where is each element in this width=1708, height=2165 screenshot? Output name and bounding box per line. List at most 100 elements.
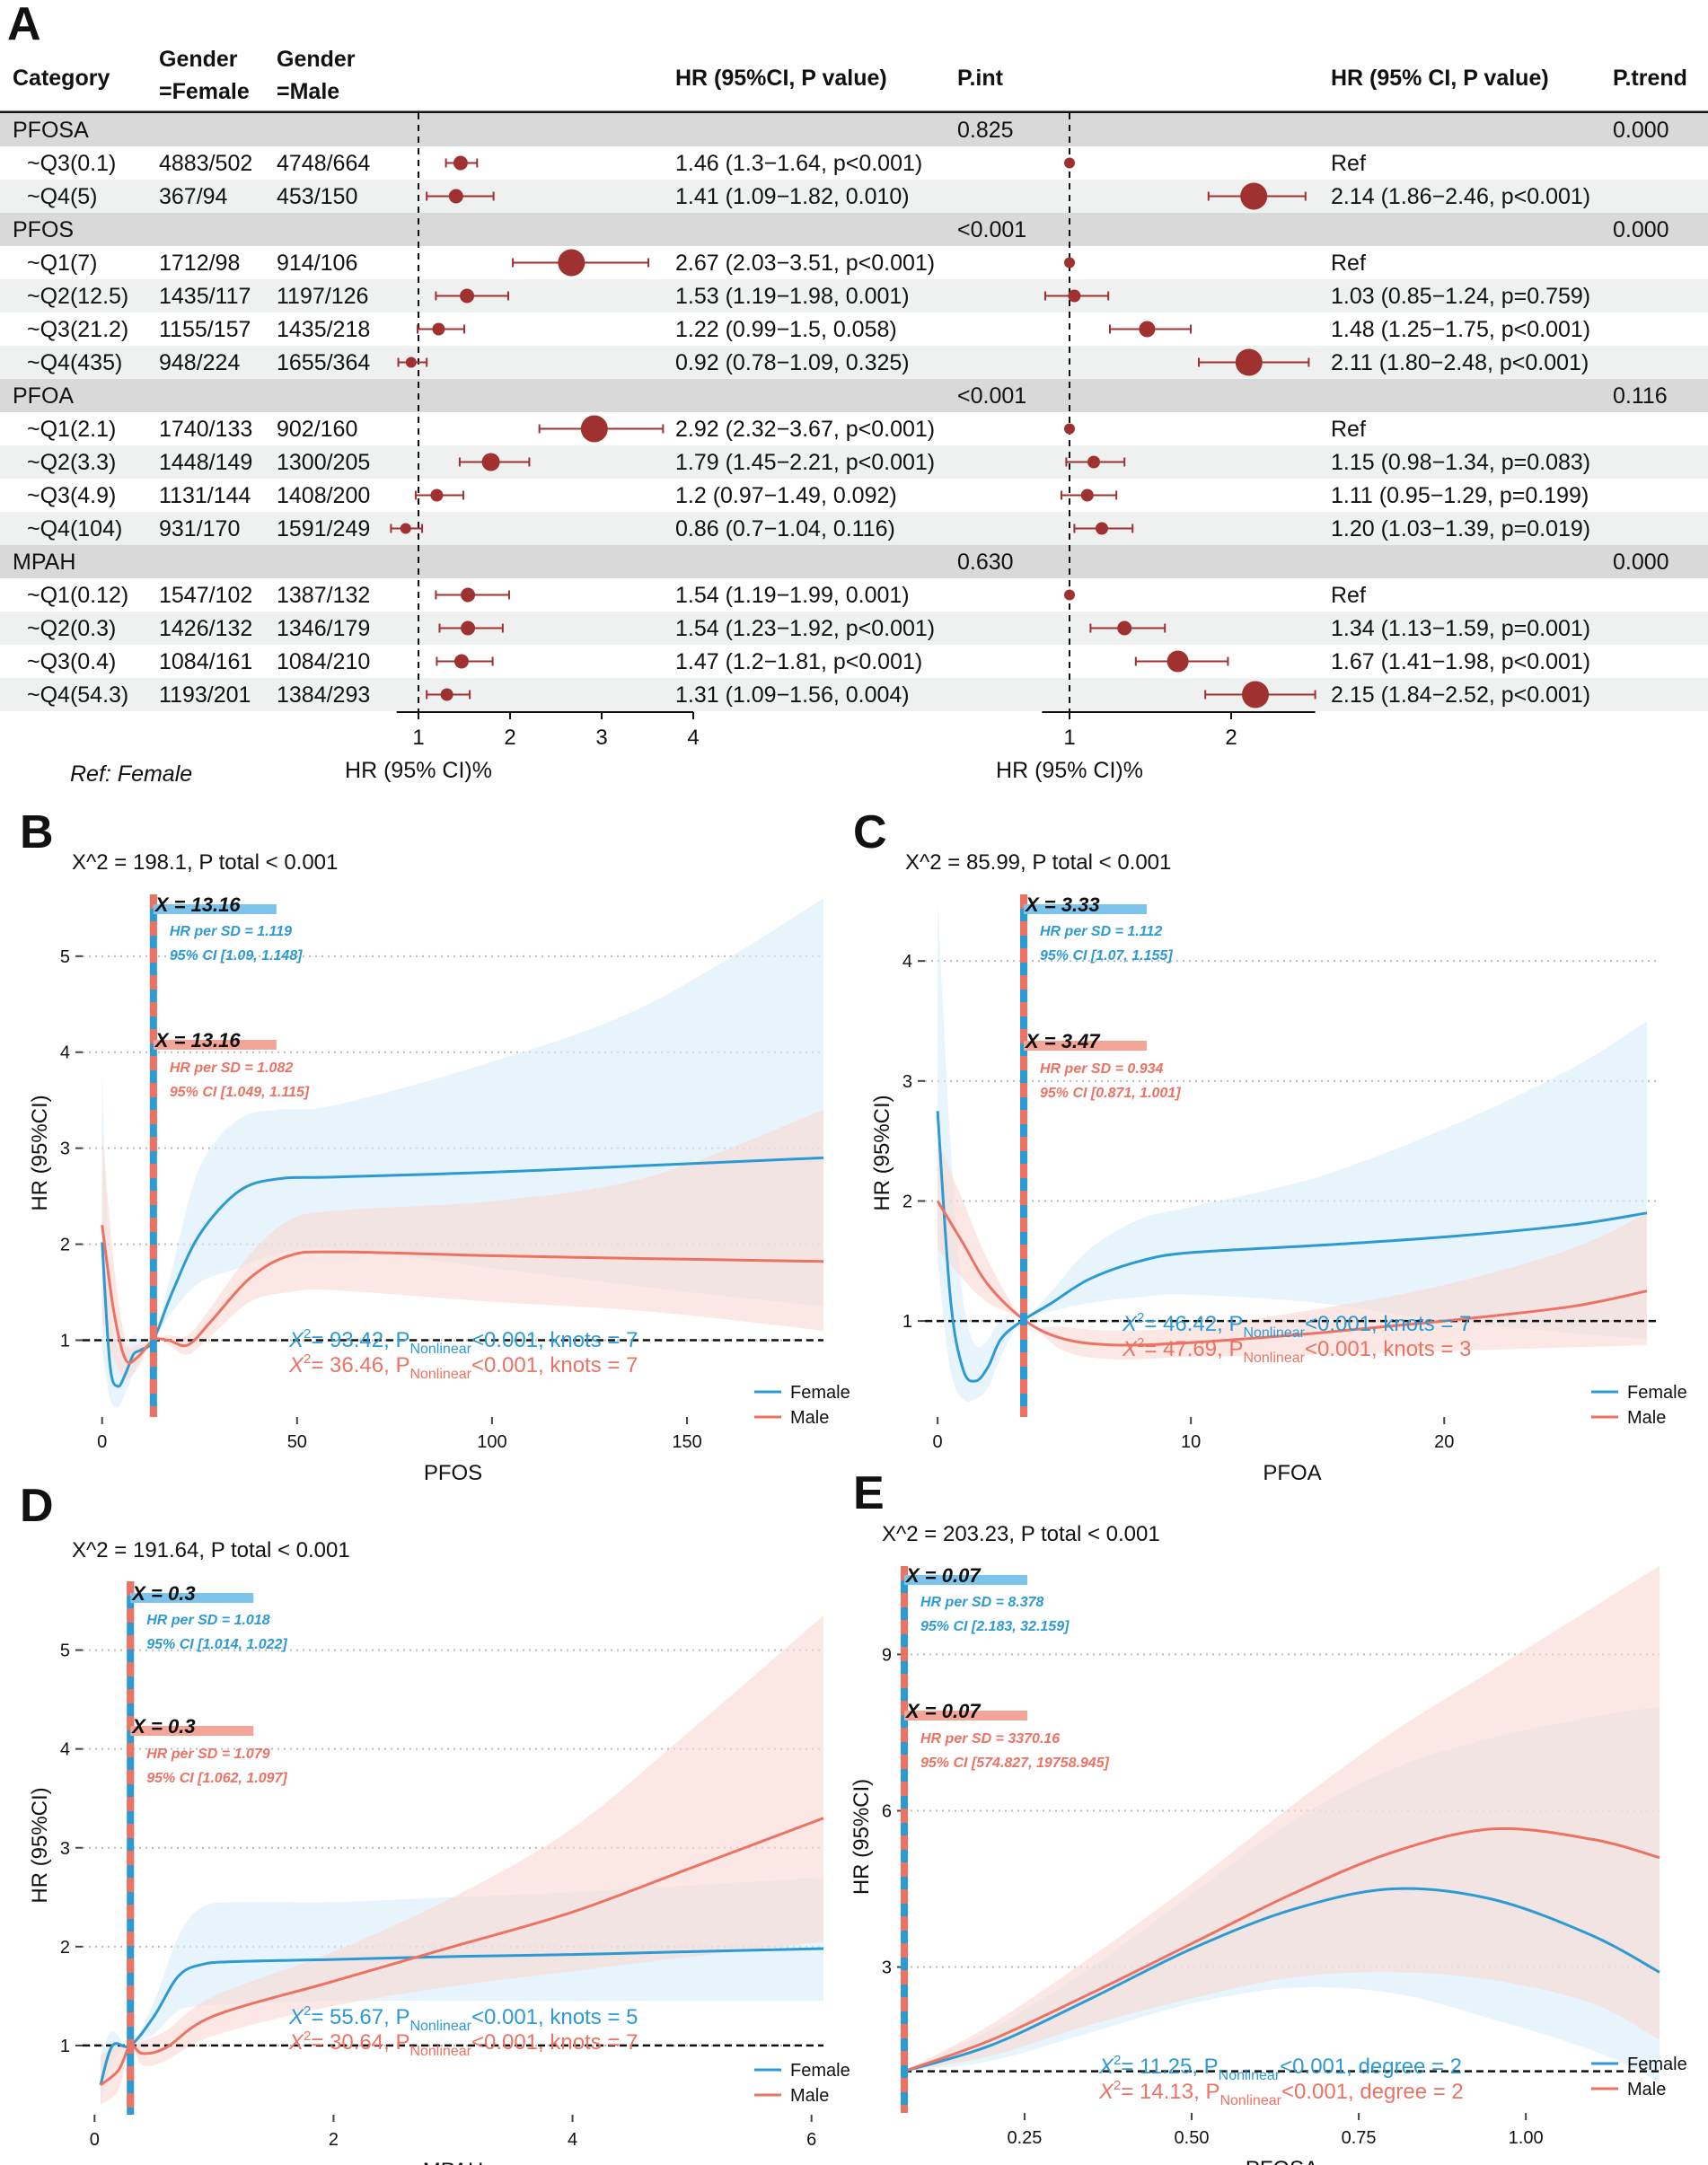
hr-female-text: 1.54 (1.23−1.92, p<0.001) — [675, 616, 935, 641]
male-cutoff-label: X = 0.07 — [904, 1700, 982, 1722]
column-header: Gender =Female — [159, 47, 250, 104]
row-label: ~Q4(5) — [27, 184, 98, 209]
stats-female-text: X2= 93.42, PNonlinear<0.001, knots = 7 — [288, 1326, 638, 1357]
y-tick-label: 5 — [60, 947, 70, 967]
forest2-point — [1117, 620, 1132, 636]
stats-value: = 47.69, P — [1144, 1337, 1243, 1361]
forest2-ref-point — [1064, 157, 1075, 169]
stats-value: = 14.13, P — [1121, 2080, 1219, 2104]
female-ci-label: 95% CI [1.014, 1.022] — [146, 1637, 287, 1652]
forest2-point — [1068, 289, 1081, 303]
male-annotation-bar — [153, 1040, 277, 1050]
x-tick-label: 2 — [329, 2130, 339, 2150]
male-hr-label: HR per SD = 0.934 — [1040, 1061, 1164, 1077]
curve-male — [101, 1224, 824, 1365]
female-annotation-bar — [153, 904, 277, 914]
female-annotation-bar — [130, 1593, 254, 1603]
hr-female-text: 1.79 (1.45−2.21, p<0.001) — [675, 450, 935, 475]
female-count: 1712/98 — [159, 251, 240, 276]
male-count: 1435/218 — [277, 317, 370, 342]
p-int-value: <0.001 — [957, 217, 1026, 242]
male-hr-label: HR per SD = 1.079 — [146, 1747, 270, 1762]
row-label: ~Q3(21.2) — [27, 317, 128, 342]
forest2-point — [1240, 182, 1268, 210]
legend-label: Female — [1627, 1383, 1687, 1403]
female-count: 948/224 — [159, 350, 240, 375]
forest1-tick-label: 3 — [595, 726, 607, 750]
female-count: 1193/201 — [159, 682, 251, 708]
p-trend-value: 0.000 — [1613, 118, 1669, 143]
y-tick-label: 6 — [882, 1801, 892, 1821]
forest2-point — [1087, 455, 1100, 469]
female-hr-label: HR per SD = 1.112 — [1040, 924, 1162, 939]
y-tick-label: 4 — [60, 1043, 70, 1063]
stats-female-text: X2= 11.25, PNonlinear<0.001, degree = 2 — [1098, 2053, 1462, 2083]
x-tick-label: 0.75 — [1342, 2128, 1377, 2148]
forest1-point — [448, 189, 463, 204]
group-header-band — [0, 113, 1708, 146]
hr-trend-text: 1.15 (0.98−1.34, p=0.083) — [1331, 450, 1590, 475]
hr-trend-text: 1.48 (1.25−1.75, p<0.001) — [1331, 317, 1590, 342]
ci-band-male — [101, 1109, 824, 1379]
male-count: 914/106 — [277, 251, 357, 276]
female-cutoff-label: X = 0.07 — [904, 1564, 982, 1587]
male-count: 1384/293 — [277, 682, 370, 708]
stats-superscript: 2 — [304, 1326, 311, 1342]
hr-female-text: 1.47 (1.2−1.81, p<0.001) — [675, 649, 922, 674]
y-tick-label: 9 — [882, 1645, 892, 1665]
male-cutoff-label: X = 3.47 — [1024, 1030, 1101, 1052]
female-ci-label: 95% CI [2.183, 32.159] — [920, 1619, 1070, 1634]
forest1-point — [580, 415, 608, 443]
x-tick-label: 0.50 — [1175, 2128, 1210, 2148]
female-cutoff-label: X = 0.3 — [130, 1582, 195, 1605]
male-count: 1591/249 — [277, 516, 370, 541]
female-ci-label: 95% CI [1.07, 1.155] — [1040, 948, 1173, 964]
female-hr-label: HR per SD = 1.119 — [170, 924, 292, 939]
male-count: 1655/364 — [277, 350, 370, 375]
hr-trend-text: Ref — [1331, 251, 1366, 276]
stats-value: = 11.25, P — [1121, 2055, 1218, 2079]
group-name: PFOS — [13, 217, 74, 242]
forest2-point — [1096, 522, 1108, 535]
hr-female-text: 1.22 (0.99−1.5, 0.058) — [675, 317, 897, 342]
rcs-panel-e: E X^2 = 203.23, P total < 0.001 3 6 9 0.25 0.5… — [850, 1467, 1687, 2165]
hr-female-text: 1.2 (0.97−1.49, 0.092) — [675, 483, 897, 508]
y-tick-label: 4 — [60, 1740, 70, 1760]
forest2-ref-point — [1064, 589, 1075, 601]
panel-title: X^2 = 85.99, P total < 0.001 — [905, 850, 1171, 875]
legend-label: Female — [790, 1383, 850, 1403]
female-count: 1131/144 — [159, 483, 251, 508]
panel-letter-c: C — [853, 806, 887, 858]
male-count: 1346/179 — [277, 616, 370, 641]
y-tick-label: 5 — [60, 1641, 70, 1661]
ci-band-male — [100, 1615, 824, 2105]
y-axis-title: HR (95%CI) — [28, 1787, 52, 1903]
panel-title: X^2 = 198.1, P total < 0.001 — [72, 850, 338, 875]
stats-subscript: Nonlinear — [1243, 1325, 1305, 1341]
x-tick-label: 1.00 — [1509, 2128, 1544, 2148]
male-count: 1084/210 — [277, 649, 370, 674]
male-count: 4748/664 — [277, 151, 370, 176]
y-tick-label: 1 — [902, 1312, 912, 1332]
legend-label: Male — [790, 1408, 829, 1428]
forest2-tick-label: 1 — [1063, 726, 1075, 750]
x-tick-label: 4 — [568, 2130, 577, 2150]
female-count: 1448/149 — [159, 450, 252, 475]
curve-male — [936, 1200, 1648, 1347]
male-hr-label: HR per SD = 3370.16 — [920, 1731, 1060, 1747]
y-axis-title: HR (95%CI) — [850, 1779, 874, 1895]
y-tick-label: 1 — [60, 1331, 70, 1351]
alt-row-band — [0, 180, 1708, 213]
male-count: 1387/132 — [277, 583, 370, 608]
y-tick-label: 4 — [902, 952, 912, 972]
hr-trend-text: Ref — [1331, 417, 1366, 442]
ref-note: Ref: Female — [70, 761, 192, 787]
male-cutoff-label: X = 0.3 — [130, 1715, 195, 1738]
x-tick-label: 0 — [90, 2130, 100, 2150]
stats-superscript: 2 — [1137, 1310, 1144, 1325]
forest1-tick-label: 4 — [687, 726, 699, 750]
legend-label: Male — [1627, 1408, 1666, 1428]
legend-label: Male — [790, 2086, 829, 2106]
stats-value: = 36.46, P — [311, 1353, 409, 1377]
